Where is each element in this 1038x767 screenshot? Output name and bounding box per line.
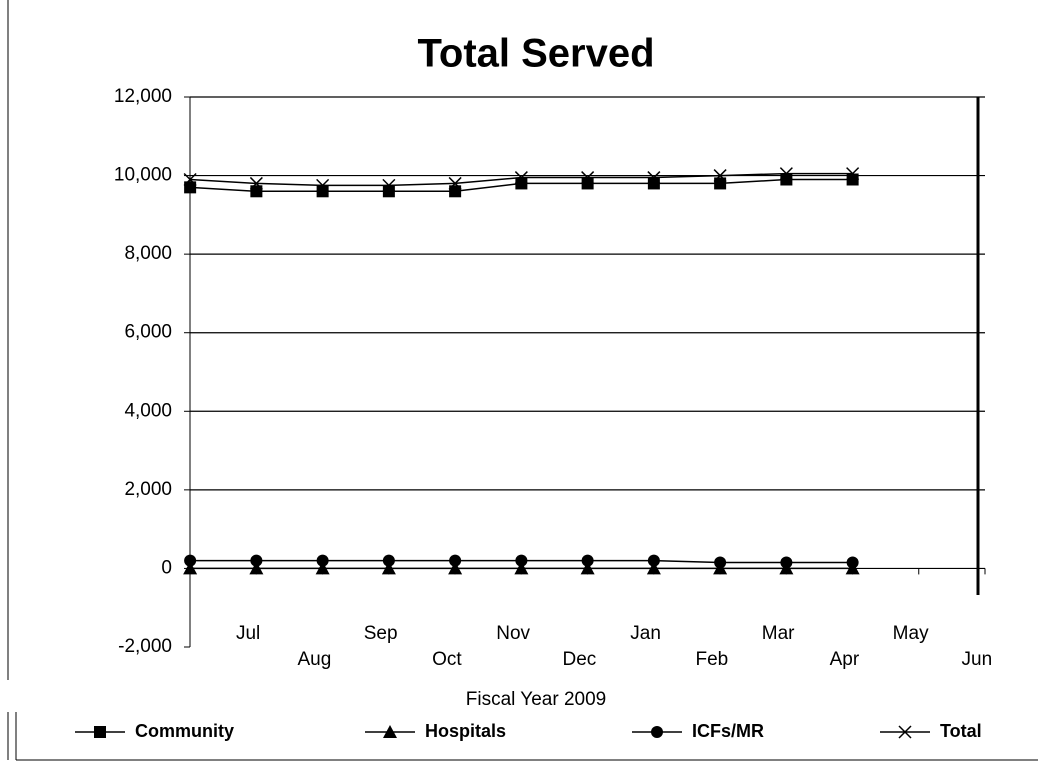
legend-label: ICFs/MR	[692, 721, 764, 741]
marker	[249, 561, 264, 575]
marker	[581, 177, 594, 190]
marker	[647, 554, 660, 567]
y-tick-label: 10,000	[114, 165, 172, 186]
legend-label: Total	[940, 721, 982, 741]
y-tick-label: 12,000	[114, 86, 172, 107]
x-tick-label: Feb	[696, 649, 729, 670]
marker	[382, 185, 395, 198]
x-tick-label: Jul	[236, 623, 260, 644]
marker	[646, 561, 661, 575]
marker	[250, 185, 263, 198]
marker	[381, 561, 396, 575]
x-tick-label: Sep	[364, 623, 398, 644]
marker	[780, 556, 793, 569]
y-tick-label: 8,000	[124, 243, 172, 264]
marker	[779, 167, 793, 181]
marker	[846, 173, 859, 186]
marker	[315, 561, 330, 575]
y-tick-label: -2,000	[118, 636, 172, 657]
marker	[250, 554, 263, 567]
marker	[382, 554, 395, 567]
marker	[183, 172, 197, 187]
marker	[580, 561, 595, 575]
marker	[382, 178, 396, 192]
marker	[714, 556, 727, 569]
x-tick-label: Dec	[562, 649, 596, 670]
marker	[514, 171, 528, 185]
y-tick-label: 0	[161, 557, 172, 578]
marker	[316, 185, 329, 198]
x-tick-label: Jan	[630, 623, 661, 644]
y-tick-label: 6,000	[124, 322, 172, 343]
x-tick-label: Apr	[830, 649, 860, 670]
marker	[183, 561, 198, 575]
marker	[780, 173, 793, 186]
x-tick-label: Aug	[297, 649, 331, 670]
x-tick-label: May	[893, 623, 929, 644]
x-tick-label: Nov	[496, 623, 530, 644]
marker	[713, 169, 727, 183]
marker	[651, 726, 663, 738]
y-tick-label: 2,000	[124, 479, 172, 500]
marker	[514, 561, 529, 575]
marker	[316, 554, 329, 567]
y-tick-label: 4,000	[124, 400, 172, 421]
marker	[846, 556, 859, 569]
marker	[383, 725, 397, 738]
x-tick-label: Jun	[962, 649, 993, 670]
marker	[448, 561, 463, 575]
marker	[448, 176, 462, 190]
marker	[449, 185, 462, 198]
marker	[316, 178, 330, 192]
marker	[515, 554, 528, 567]
x-axis-title: Fiscal Year 2009	[466, 689, 607, 710]
x-tick-label: Oct	[432, 649, 462, 670]
x-tick-label: Mar	[762, 623, 795, 644]
marker	[581, 554, 594, 567]
marker	[449, 554, 462, 567]
marker	[184, 181, 197, 194]
marker	[647, 171, 661, 185]
marker	[846, 167, 860, 181]
marker	[249, 176, 263, 190]
marker	[714, 177, 727, 190]
chart-title: Total Served	[417, 32, 654, 76]
legend-label: Community	[135, 721, 234, 741]
marker	[515, 177, 528, 190]
marker	[581, 171, 595, 185]
legend-label: Hospitals	[425, 721, 506, 741]
marker	[898, 725, 912, 739]
marker	[647, 177, 660, 190]
marker	[94, 726, 106, 738]
marker	[184, 554, 197, 567]
